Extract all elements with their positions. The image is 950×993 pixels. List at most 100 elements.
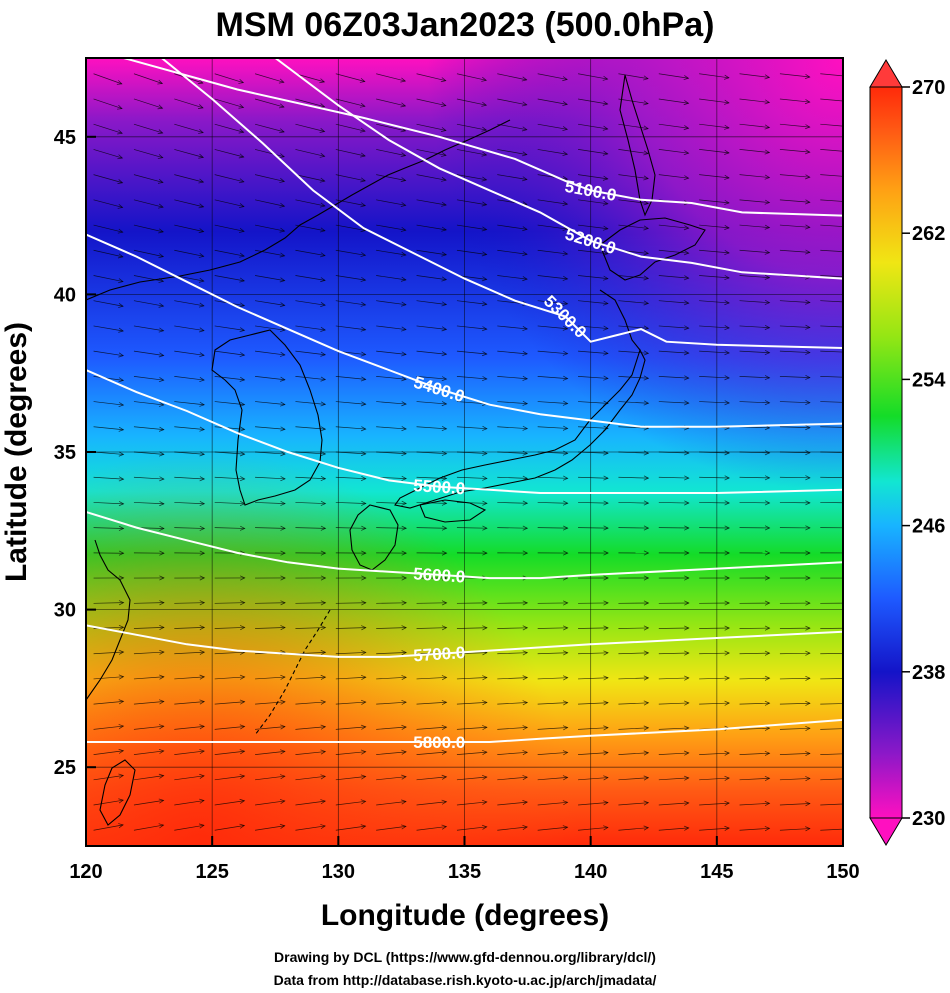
hokkaido (599, 217, 706, 281)
wind-arrow-head (764, 324, 771, 330)
wind-arrow (658, 627, 689, 629)
wind-arrow-head (360, 351, 367, 357)
wind-arrow (578, 727, 609, 730)
wind-arrow (699, 476, 730, 479)
wind-arrow-head (280, 600, 286, 606)
wind-arrow-head (724, 325, 730, 331)
wind-arrow-head (157, 104, 164, 110)
wind-arrow (779, 677, 810, 680)
wind-arrow-head (724, 675, 730, 681)
wind-arrow-head (361, 575, 367, 581)
wind-arrow (174, 725, 205, 730)
wind-arrow (295, 527, 326, 529)
wind-arrow-head (684, 400, 690, 406)
wind-arrow-head (280, 699, 286, 705)
wind-arrow-head (440, 77, 447, 83)
wind-arrow (295, 825, 326, 831)
wind-arrow-head (239, 302, 246, 308)
wind-arrow (618, 802, 649, 806)
wind-arrow-head (239, 227, 245, 233)
wind-arrow (93, 824, 124, 831)
wind-arrow-head (159, 699, 165, 705)
wind-arrow (658, 350, 689, 354)
wind-arrow-head (198, 302, 205, 308)
wind-arrow (295, 199, 325, 207)
wind-arrow-head (158, 253, 165, 259)
wind-arrow (254, 199, 285, 207)
wind-arrow (618, 174, 649, 179)
wind-arrow-head (159, 451, 165, 457)
wind-arrow (658, 123, 689, 129)
wind-arrow-head (521, 126, 528, 132)
wind-arrow (295, 751, 326, 755)
x-tick-label: 130 (322, 861, 355, 883)
wind-arrow (214, 174, 244, 183)
wind-arrow-head (482, 625, 488, 631)
wind-arrow-head (401, 326, 407, 332)
wind-arrow (618, 752, 649, 755)
wind-arrow (93, 300, 124, 307)
wind-arrow (214, 726, 245, 730)
wind-arrow (174, 476, 205, 480)
wind-arrow (214, 249, 245, 257)
wind-arrow-head (199, 649, 206, 655)
wind-arrow-head (805, 725, 811, 731)
wind-arrow-head (683, 325, 690, 331)
wind-arrow (497, 727, 528, 730)
wind-arrow (497, 174, 527, 180)
wind-arrow (537, 476, 568, 479)
wind-arrow-head (158, 798, 165, 804)
wind-arrow (376, 627, 407, 629)
wind-arrow (820, 149, 843, 152)
wind-arrow-head (643, 150, 649, 156)
wind-arrow-head (401, 475, 407, 481)
wind-arrow (739, 300, 770, 304)
wind-arrow-head (158, 228, 164, 234)
colorbar-scale (869, 86, 903, 819)
wind-arrow (618, 199, 649, 204)
wind-arrow-head (846, 701, 851, 705)
wind-arrow-head (401, 600, 407, 606)
wind-arrow (214, 350, 245, 356)
wind-arrow (295, 249, 326, 256)
wind-arrow-head (522, 700, 529, 706)
wind-arrow-head (118, 303, 124, 308)
wind-arrow-head (320, 575, 327, 581)
wind-arrow (254, 73, 284, 83)
wind-arrow-head (603, 475, 609, 481)
wind-arrow-head (805, 374, 811, 380)
wind-arrow (416, 751, 447, 755)
wind-arrow-head (118, 748, 125, 754)
wind-arrow (214, 73, 244, 84)
wind-arrow-head (562, 425, 569, 431)
wind-arrow (618, 376, 649, 379)
wind-arrow-head (199, 377, 205, 382)
wind-arrow-head (846, 400, 851, 404)
wind-arrow (820, 325, 843, 328)
wind-arrow (255, 426, 285, 430)
wind-arrow (295, 502, 326, 504)
wind-arrow (174, 701, 205, 705)
wind-arrow-head (157, 178, 164, 184)
wind-arrow-head (683, 300, 690, 306)
wind-arrow (255, 676, 286, 680)
wind-arrow-head (401, 625, 407, 631)
wind-arrow (739, 73, 770, 78)
wind-arrow-head (805, 500, 811, 506)
wind-arrow-head (764, 500, 771, 506)
wind-arrow-head (279, 327, 286, 333)
wind-arrow-head (401, 351, 407, 357)
wind-arrow (416, 249, 447, 256)
wind-arrow (497, 627, 528, 629)
wind-arrow (578, 827, 608, 831)
wind-arrow-head (361, 500, 367, 506)
wind-arrow (537, 777, 568, 781)
shikoku (419, 499, 487, 523)
colorbar-tick-label: 230 (912, 808, 945, 830)
wind-arrow (133, 701, 164, 705)
wind-arrow (456, 300, 487, 305)
wind-arrow-head (118, 674, 125, 680)
wind-arrow-head (118, 377, 125, 383)
wind-arrow (133, 725, 164, 730)
wind-arrow (133, 476, 164, 480)
